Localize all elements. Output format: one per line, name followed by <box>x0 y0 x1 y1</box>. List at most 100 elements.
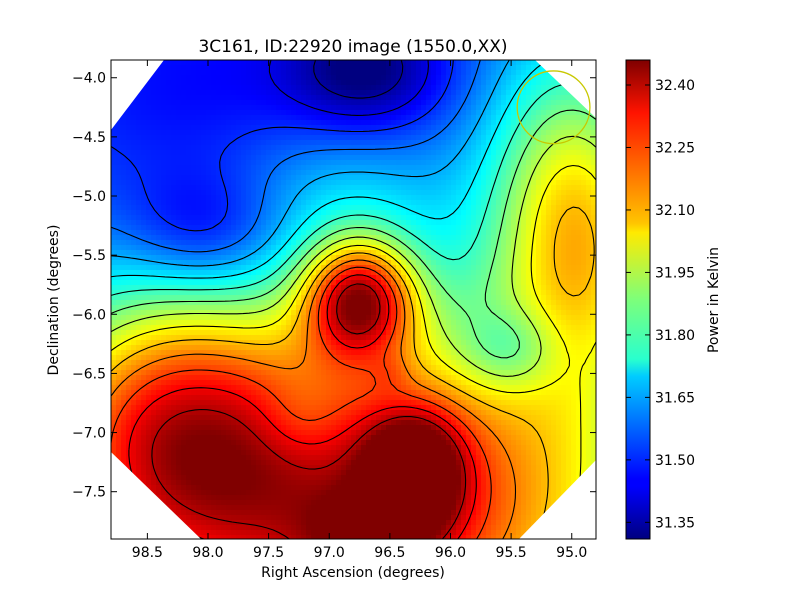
heat-cell <box>316 110 322 116</box>
heat-cell <box>286 80 292 86</box>
heat-cell <box>366 265 372 271</box>
heat-cell <box>191 145 197 151</box>
heat-cell <box>411 300 417 306</box>
heat-cell <box>556 295 562 301</box>
heat-cell <box>311 240 317 246</box>
heat-cell <box>166 250 172 256</box>
heat-cell <box>441 200 447 206</box>
heat-cell <box>386 150 392 156</box>
heat-cell <box>291 195 297 201</box>
heat-cell <box>256 255 262 261</box>
heat-cell <box>171 280 177 286</box>
heat-cell <box>271 135 277 141</box>
heat-cell <box>171 125 177 131</box>
heat-cell <box>281 250 287 256</box>
heat-cell <box>166 280 172 286</box>
heat-cell <box>361 135 367 141</box>
heat-cell <box>306 295 312 301</box>
heat-cell <box>251 210 257 216</box>
heat-cell <box>411 260 417 266</box>
heat-cell <box>511 275 517 281</box>
heat-cell <box>466 155 472 161</box>
heat-cell <box>456 210 462 216</box>
heat-cell <box>231 80 237 86</box>
heat-cell <box>286 105 292 111</box>
heat-cell <box>541 255 547 261</box>
heat-cell <box>586 305 592 311</box>
heat-cell <box>356 300 362 306</box>
heat-cell <box>561 175 567 181</box>
heat-cell <box>146 125 152 131</box>
heat-cell <box>236 235 242 241</box>
heat-cell <box>436 255 442 261</box>
heat-cell <box>341 190 347 196</box>
heat-cell <box>161 270 167 276</box>
heat-cell <box>441 100 447 106</box>
heat-cell <box>451 225 457 231</box>
heat-cell <box>191 150 197 156</box>
heat-cell <box>366 90 372 96</box>
heat-cell <box>326 270 332 276</box>
heat-cell <box>296 155 302 161</box>
heat-cell <box>326 265 332 271</box>
heat-cell <box>241 75 247 81</box>
heat-cell <box>296 180 302 186</box>
heat-cell <box>226 225 232 231</box>
heat-cell <box>141 255 147 261</box>
heat-cell <box>256 250 262 256</box>
heat-cell <box>586 205 592 211</box>
heat-cell <box>161 130 167 136</box>
heat-cell <box>366 250 372 256</box>
heat-cell <box>336 195 342 201</box>
heat-cell <box>241 210 247 216</box>
heat-cell <box>236 160 242 166</box>
heat-cell <box>241 205 247 211</box>
heat-cell <box>211 135 217 141</box>
heat-cell <box>156 150 162 156</box>
heat-cell <box>306 110 312 116</box>
heat-cell <box>356 255 362 261</box>
heat-cell <box>256 135 262 141</box>
heat-cell <box>271 205 277 211</box>
heat-cell <box>221 130 227 136</box>
heat-cell <box>236 305 242 311</box>
heat-cell <box>376 285 382 291</box>
heat-cell <box>276 60 282 66</box>
heat-cell <box>361 255 367 261</box>
heat-cell <box>421 185 427 191</box>
heat-cell <box>466 295 472 301</box>
heat-cell <box>271 310 277 316</box>
heat-cell <box>331 65 337 71</box>
heat-cell <box>151 235 157 241</box>
heat-cell <box>391 130 397 136</box>
heat-cell <box>446 110 452 116</box>
heat-cell <box>311 270 317 276</box>
heat-cell <box>436 175 442 181</box>
heat-cell <box>561 120 567 126</box>
heat-cell <box>146 105 152 111</box>
heat-cell <box>501 285 507 291</box>
heat-cell <box>196 120 202 126</box>
heat-cell <box>501 310 507 316</box>
heat-cell <box>151 315 157 321</box>
heat-cell <box>536 210 542 216</box>
heat-cell <box>236 280 242 286</box>
heat-cell <box>431 60 437 66</box>
heat-cell <box>491 210 497 216</box>
heat-cell <box>326 85 332 91</box>
heat-cell <box>276 230 282 236</box>
heat-cell <box>136 140 142 146</box>
heat-cell <box>376 185 382 191</box>
heat-cell <box>411 190 417 196</box>
heat-cell <box>321 310 327 316</box>
heat-cell <box>426 195 432 201</box>
heat-cell <box>471 310 477 316</box>
heat-cell <box>426 70 432 76</box>
heat-cell <box>566 220 572 226</box>
heat-cell <box>206 150 212 156</box>
heat-cell <box>286 230 292 236</box>
heat-cell <box>366 80 372 86</box>
heat-cell <box>391 150 397 156</box>
heat-cell <box>366 260 372 266</box>
heat-cell <box>461 235 467 241</box>
